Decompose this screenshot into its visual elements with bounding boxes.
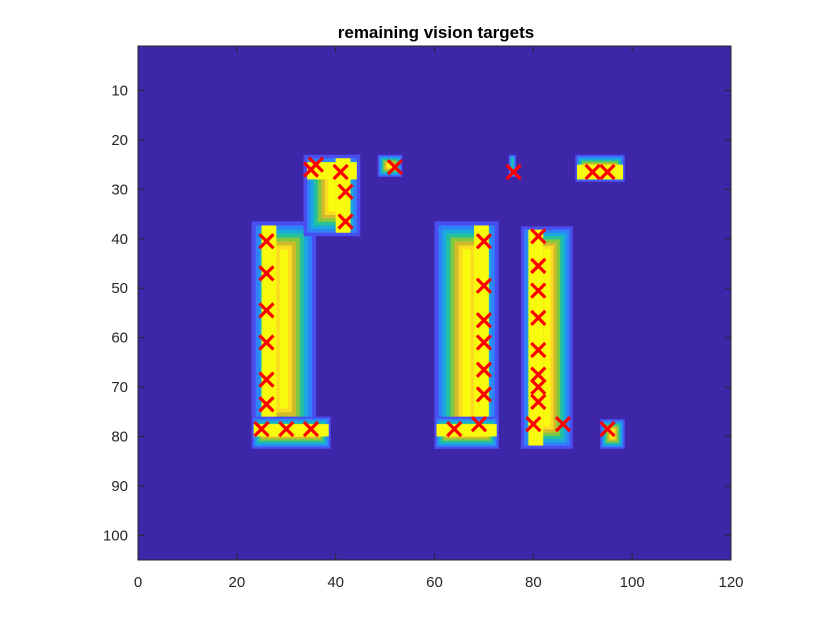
region-middle-bottom-arm (434, 416, 499, 449)
y-tick-label: 100 (103, 527, 128, 544)
region-band (387, 164, 393, 168)
target-markers (253, 156, 616, 438)
target-marker (258, 334, 275, 351)
y-tick-label: 30 (111, 181, 128, 198)
target-marker (258, 265, 275, 282)
target-marker (302, 420, 320, 438)
y-tick-label: 10 (111, 82, 128, 99)
target-marker (386, 158, 404, 176)
region-tiny-strip (508, 154, 517, 177)
target-marker (278, 420, 295, 438)
target-marker (253, 420, 270, 438)
target-marker (470, 415, 488, 433)
x-tick-label: 60 (426, 574, 443, 591)
x-tick-label: 120 (718, 574, 743, 591)
x-tick-label: 80 (525, 574, 542, 591)
target-marker (332, 163, 349, 181)
region-core (436, 424, 497, 437)
x-tick-label: 20 (228, 574, 245, 591)
target-marker (525, 415, 542, 433)
target-marker (258, 233, 275, 250)
y-tick-label: 20 (111, 132, 128, 149)
target-marker (530, 366, 547, 383)
target-marker (337, 213, 354, 230)
target-marker (599, 163, 616, 181)
target-marker (530, 341, 547, 359)
target-marker (530, 393, 547, 410)
target-marker (584, 163, 601, 181)
target-marker (530, 257, 547, 275)
region-right-vertical-bar (520, 226, 573, 449)
x-tick-label: 0 (134, 574, 142, 591)
y-tick-label: 80 (111, 428, 128, 445)
y-tick-label: 40 (111, 231, 128, 248)
target-marker (505, 163, 522, 181)
y-tick-label: 60 (111, 330, 128, 347)
target-marker (530, 282, 547, 299)
region-band (328, 179, 336, 212)
target-marker (475, 334, 493, 351)
target-marker (530, 228, 547, 245)
target-marker (258, 396, 275, 413)
y-tick-label: 90 (111, 478, 128, 495)
chart-title: remaining vision targets (338, 23, 535, 42)
target-marker (530, 378, 547, 396)
target-marker (258, 302, 275, 319)
region-left-vertical-bar (251, 221, 316, 437)
target-marker (554, 415, 572, 433)
region-band (511, 157, 514, 174)
target-marker (475, 277, 493, 294)
region-small-square (377, 154, 403, 177)
target-marker (475, 233, 493, 250)
target-marker (258, 371, 275, 388)
y-tick-label: 70 (111, 379, 128, 396)
region-core (474, 225, 489, 445)
region-band (279, 249, 288, 409)
target-marker (307, 156, 325, 173)
target-marker (446, 420, 463, 438)
target-marker (599, 420, 616, 438)
axes: 0 20 40 60 80 100 120 10 20 30 40 50 60 70 80 90 100 (103, 45, 744, 591)
region-middle-vertical-bar (434, 221, 499, 449)
target-marker (475, 361, 493, 378)
target-marker (530, 309, 547, 326)
y-tick-label: 50 (111, 280, 128, 297)
x-tick-label: 40 (327, 574, 344, 591)
x-tick-label: 100 (620, 574, 645, 591)
target-marker (475, 386, 493, 403)
heatmap-regions (251, 154, 625, 449)
target-marker (337, 183, 354, 200)
region-band (462, 249, 471, 421)
target-marker (475, 312, 493, 329)
region-band (543, 249, 551, 427)
